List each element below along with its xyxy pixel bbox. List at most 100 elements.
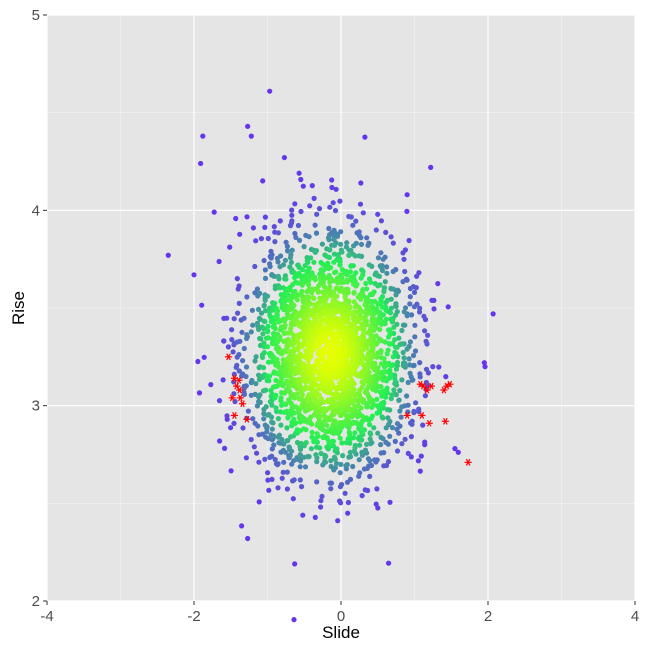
scatter-point xyxy=(339,378,345,384)
scatter-point xyxy=(253,238,259,244)
scatter-point xyxy=(400,349,406,356)
scatter-point xyxy=(308,446,314,452)
scatter-point xyxy=(399,327,405,334)
scatter-point xyxy=(391,387,397,393)
scatter-point xyxy=(333,460,340,467)
scatter-point xyxy=(271,224,277,230)
scatter-point xyxy=(254,286,260,292)
scatter-point xyxy=(332,269,338,276)
scatter-point xyxy=(248,436,254,443)
scatter-point xyxy=(431,306,437,312)
scatter-point xyxy=(297,464,303,470)
scatter-point xyxy=(287,223,294,229)
scatter-point xyxy=(373,501,379,507)
scatter-point xyxy=(225,344,231,350)
scatter-point xyxy=(261,350,267,356)
scatter-point xyxy=(294,439,301,446)
scatter-point xyxy=(366,463,372,469)
scatter-point xyxy=(227,244,233,250)
scatter-point xyxy=(235,310,241,316)
scatter-point xyxy=(380,256,386,262)
scatter-point xyxy=(417,371,423,377)
scatter-point xyxy=(328,458,334,464)
scatter-point xyxy=(374,396,380,402)
scatter-point xyxy=(392,337,398,343)
scatter-point xyxy=(387,433,393,439)
scatter-point xyxy=(314,479,320,485)
scatter-point xyxy=(291,617,297,623)
scatter-point xyxy=(260,331,266,337)
x-tick-label: 0 xyxy=(337,608,345,625)
scatter-point xyxy=(399,404,405,410)
scatter-point xyxy=(283,349,289,355)
scatter-point xyxy=(269,453,275,459)
scatter-point xyxy=(412,322,418,328)
scatter-point xyxy=(270,420,276,426)
scatter-point xyxy=(326,265,332,272)
scatter-point xyxy=(365,330,371,336)
scatter-point xyxy=(306,282,312,288)
scatter-point xyxy=(262,318,268,325)
scatter-point xyxy=(383,229,389,235)
scatter-point xyxy=(359,493,365,499)
scatter-point xyxy=(275,416,281,422)
scatter-point xyxy=(353,218,359,224)
scatter-point xyxy=(384,385,390,391)
scatter-point xyxy=(336,400,342,406)
highlight-point xyxy=(236,394,244,402)
scatter-point xyxy=(264,293,271,299)
scatter-point xyxy=(378,355,385,361)
scatter-point xyxy=(263,387,269,393)
scatter-point xyxy=(284,311,290,317)
scatter-point xyxy=(301,338,307,344)
scatter-point xyxy=(393,366,399,372)
scatter-point xyxy=(328,463,334,470)
y-tick-label: 2 xyxy=(32,593,40,610)
scatter-point xyxy=(368,291,374,297)
scatter-point xyxy=(277,218,283,224)
scatter-point xyxy=(404,346,410,352)
scatter-point xyxy=(321,412,327,418)
scatter-point xyxy=(407,285,413,292)
highlight-point xyxy=(425,419,433,427)
scatter-point xyxy=(327,480,333,486)
scatter-point xyxy=(243,373,249,380)
scatter-point xyxy=(228,425,234,431)
scatter-point xyxy=(281,154,288,161)
scatter-point xyxy=(417,305,423,311)
scatter-point xyxy=(357,387,363,393)
x-tick-label: -4 xyxy=(40,608,53,625)
scatter-point xyxy=(280,262,287,268)
scatter-point xyxy=(252,358,258,364)
scatter-point xyxy=(254,403,260,409)
scatter-point xyxy=(313,452,319,458)
scatter-point xyxy=(481,360,487,366)
scatter-point xyxy=(311,402,317,408)
scatter-point xyxy=(430,364,436,370)
axis-ticks: -4 -2 0 2 4 2 3 4 5 xyxy=(32,7,640,625)
scatter-point xyxy=(217,438,223,444)
scatter-point xyxy=(344,279,350,285)
scatter-point xyxy=(312,249,318,255)
highlight-point xyxy=(419,382,427,390)
scatter-point xyxy=(423,366,430,372)
scatter-point xyxy=(307,203,313,209)
scatter-point xyxy=(266,378,272,384)
scatter-point xyxy=(407,339,413,345)
scatter-point xyxy=(272,300,278,306)
scatter-point xyxy=(290,496,296,502)
scatter-point xyxy=(289,212,295,218)
scatter-point xyxy=(353,304,359,310)
highlight-point xyxy=(224,353,233,361)
scatter-point xyxy=(291,321,297,327)
scatter-point xyxy=(302,263,308,269)
scatter-point xyxy=(249,377,255,384)
scatter-point xyxy=(408,454,414,460)
scatter-point xyxy=(327,292,334,299)
scatter-point xyxy=(241,389,247,395)
scatter-point xyxy=(417,360,423,366)
points-layer xyxy=(165,88,496,567)
scatter-point xyxy=(402,436,408,442)
scatter-point xyxy=(334,324,340,330)
